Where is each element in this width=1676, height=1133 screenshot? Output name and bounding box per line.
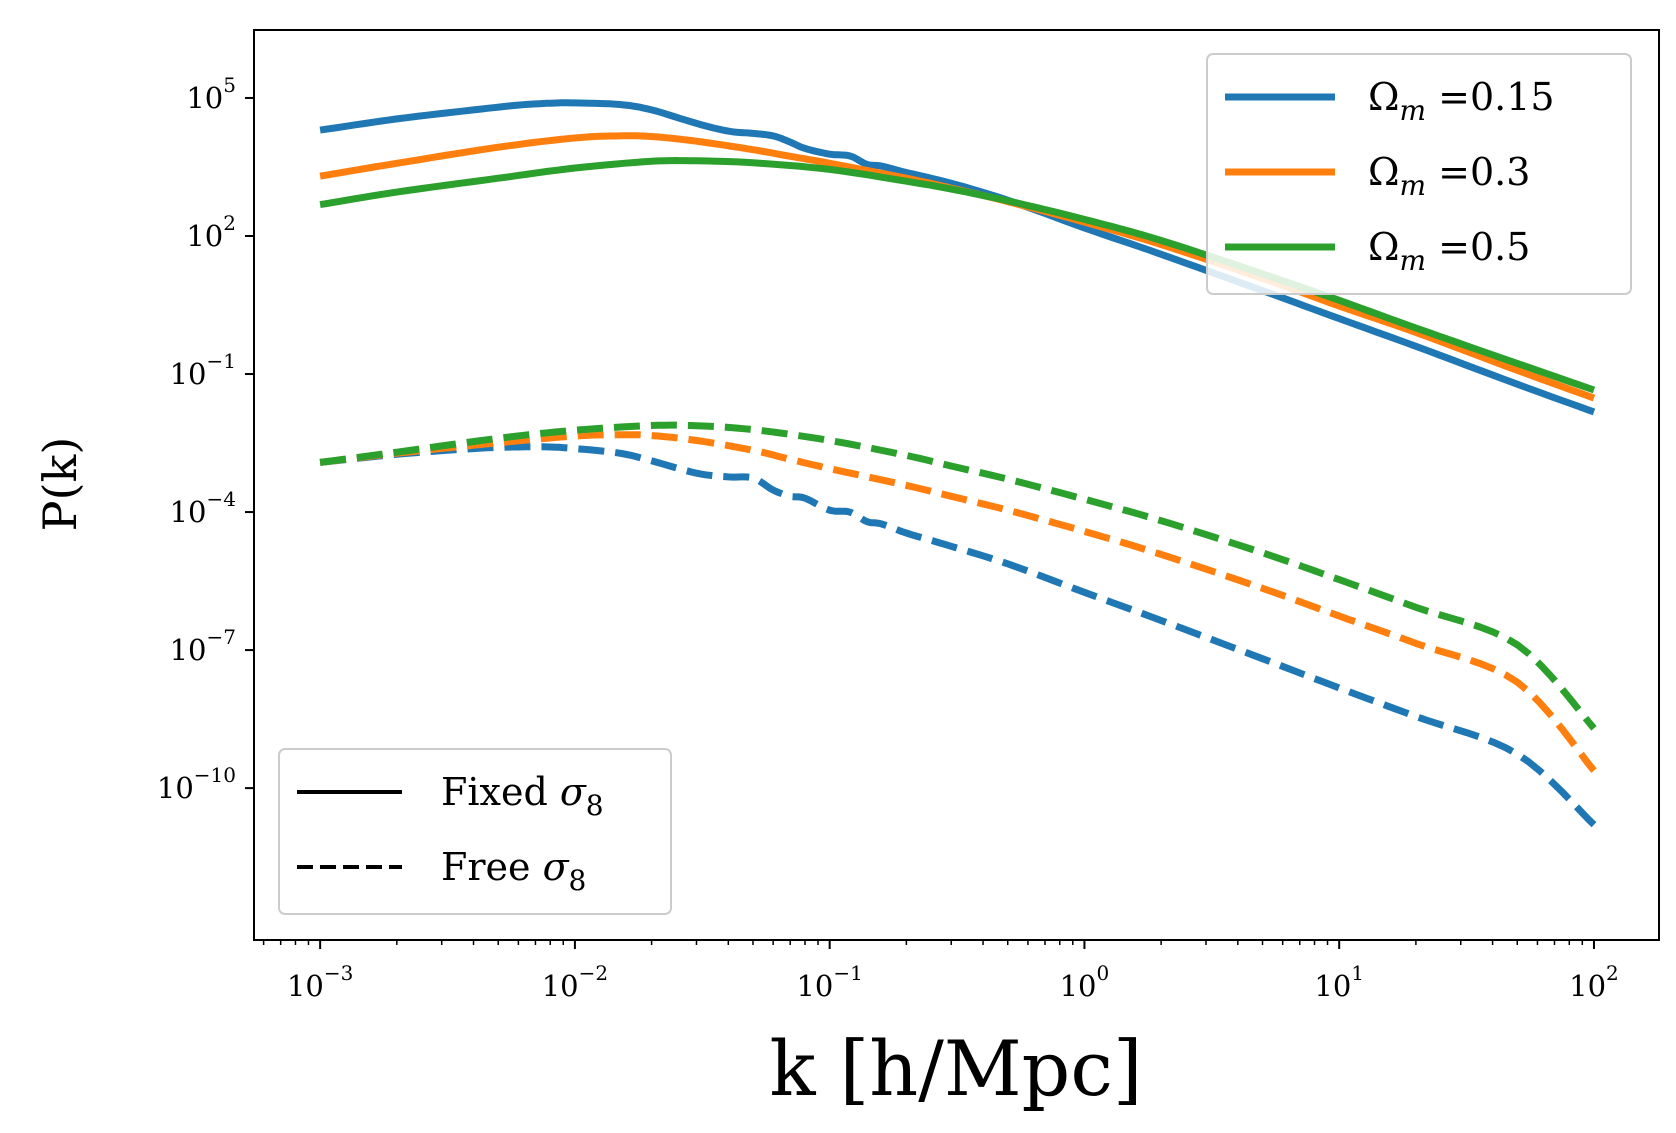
y-tick-base: 10 <box>170 633 207 667</box>
legend-subscript: m <box>1400 94 1427 127</box>
legend-series-label-1: Ωm =0.15 <box>1368 75 1555 127</box>
legend-subscript: 8 <box>586 789 604 822</box>
legend-omega: Ω <box>1368 150 1400 194</box>
x-axis-label: k [h/Mpc] <box>769 1024 1142 1113</box>
series-line-4 <box>319 443 1597 828</box>
x-tick-base: 10 <box>542 969 579 1003</box>
series-line-6 <box>319 421 1597 731</box>
legend-subscript: m <box>1400 244 1427 277</box>
tick-group: 10−3 10−2 10−1 100 101 10210510210−110−410−71… <box>157 73 1619 1003</box>
series-line-5 <box>319 431 1597 773</box>
x-tick-base: 10 <box>1060 969 1097 1003</box>
plot-frame <box>253 29 1660 941</box>
legend-omega: Ω <box>1368 225 1400 269</box>
y-tick-base: 10 <box>157 771 194 805</box>
x-tick-exponent: 1 <box>1351 961 1364 985</box>
legend-subscript: m <box>1400 169 1427 202</box>
y-tick-label-5: 10−7 <box>170 625 236 667</box>
series-line-2 <box>319 132 1596 402</box>
y-tick-label-4: 10−4 <box>170 487 236 529</box>
legend-style-word: Free <box>441 845 543 889</box>
legend-subscript: 8 <box>569 864 587 897</box>
x-tick-base: 10 <box>1569 969 1606 1003</box>
y-tick-exponent: −4 <box>207 487 236 511</box>
y-tick-base: 10 <box>170 495 207 529</box>
x-tick-label-3: 10−1 <box>796 961 862 1003</box>
legend-sigma: σ <box>560 770 587 814</box>
y-axis-label: P(k) <box>33 437 87 532</box>
y-tick-exponent: 2 <box>223 211 236 235</box>
x-tick-label-2: 10−2 <box>542 961 608 1003</box>
legend-style-label-1: Fixed σ8 <box>441 770 604 822</box>
legend-value: =0.15 <box>1426 75 1555 119</box>
y-tick-exponent: −10 <box>194 763 236 787</box>
x-tick-label-5: 101 <box>1314 961 1364 1003</box>
legend-value: =0.3 <box>1426 150 1530 194</box>
legend-sigma: σ <box>543 845 570 889</box>
x-tick-base: 10 <box>287 969 324 1003</box>
y-tick-exponent: 5 <box>223 73 236 97</box>
x-tick-label-4: 100 <box>1060 961 1110 1003</box>
series-line-3 <box>319 157 1596 394</box>
x-tick-exponent: −3 <box>324 961 353 985</box>
y-tick-exponent: −7 <box>207 625 236 649</box>
legend-style-word: Fixed <box>441 770 560 814</box>
x-tick-label-1: 10−3 <box>287 961 353 1003</box>
y-tick-label-2: 102 <box>186 211 236 253</box>
legend-style-label-2: Free σ8 <box>441 845 586 897</box>
y-tick-base: 10 <box>186 219 223 253</box>
y-tick-label-3: 10−1 <box>170 349 236 391</box>
x-tick-exponent: −2 <box>579 961 608 985</box>
y-tick-base: 10 <box>170 357 207 391</box>
x-tick-base: 10 <box>1314 969 1351 1003</box>
y-tick-label-1: 105 <box>186 73 236 115</box>
x-tick-exponent: −1 <box>833 961 862 985</box>
y-tick-exponent: −1 <box>207 349 236 373</box>
legend-series-label-3: Ωm =0.5 <box>1368 225 1530 277</box>
y-tick-base: 10 <box>186 81 223 115</box>
legend-series-box <box>1206 53 1632 295</box>
x-tick-label-6: 102 <box>1569 961 1619 1003</box>
x-tick-base: 10 <box>796 969 833 1003</box>
x-tick-exponent: 0 <box>1097 961 1110 985</box>
legend-omega: Ω <box>1368 75 1400 119</box>
y-tick-label-6: 10−10 <box>157 763 236 805</box>
x-tick-exponent: 2 <box>1606 961 1619 985</box>
legend-series-label-2: Ωm =0.3 <box>1368 150 1530 202</box>
legend-value: =0.5 <box>1426 225 1530 269</box>
